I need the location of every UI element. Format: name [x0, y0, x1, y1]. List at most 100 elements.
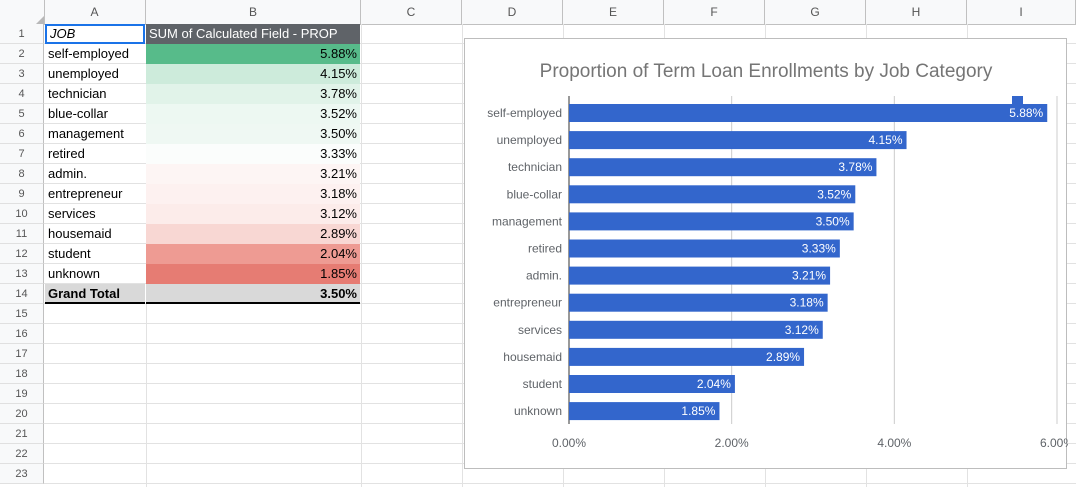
cell-job[interactable]: technician — [48, 86, 107, 101]
chart-canvas: Proportion of Term Loan Enrollments by J… — [487, 61, 1068, 450]
gridline-vertical — [462, 24, 463, 487]
row-header-2[interactable]: 2 — [0, 44, 44, 64]
row-header-12[interactable]: 12 — [0, 244, 44, 264]
category-label: management — [492, 214, 563, 228]
column-header-b[interactable]: B — [146, 0, 361, 24]
row-header-6[interactable]: 6 — [0, 124, 44, 144]
legend-swatch — [1012, 96, 1023, 107]
row-header-11[interactable]: 11 — [0, 224, 44, 244]
bar-data-label: 3.78% — [838, 160, 872, 174]
cell-grand-total-label[interactable]: Grand Total — [45, 284, 145, 304]
category-label: student — [523, 377, 563, 391]
row-header-15[interactable]: 15 — [0, 304, 44, 324]
row-header-1[interactable]: 1 — [0, 24, 44, 44]
cell-job[interactable]: management — [48, 126, 124, 141]
chart-bar — [569, 212, 854, 231]
row-header-8[interactable]: 8 — [0, 164, 44, 184]
row-header-4[interactable]: 4 — [0, 84, 44, 104]
row-header-9[interactable]: 9 — [0, 184, 44, 204]
chart-bar — [569, 293, 828, 312]
bar-data-label: 2.04% — [697, 377, 731, 391]
column-header-e[interactable]: E — [563, 0, 664, 24]
cell-job[interactable]: admin. — [48, 166, 88, 181]
chart-bar — [569, 320, 823, 339]
column-header-h[interactable]: H — [866, 0, 967, 24]
column-header-f[interactable]: F — [664, 0, 765, 24]
row-header-10[interactable]: 10 — [0, 204, 44, 224]
row-header-23[interactable]: 23 — [0, 464, 44, 484]
cell-grand-total-value[interactable]: 3.50% — [146, 284, 360, 304]
row-header-13[interactable]: 13 — [0, 264, 44, 284]
column-header-i[interactable]: I — [967, 0, 1076, 24]
row-header-14[interactable]: 14 — [0, 284, 44, 304]
row-header-22[interactable]: 22 — [0, 444, 44, 464]
bar-data-label: 3.12% — [785, 323, 819, 337]
category-label: unknown — [514, 404, 562, 418]
cell-prop-value[interactable]: 3.52% — [146, 104, 360, 124]
row-header-5[interactable]: 5 — [0, 104, 44, 124]
chart-bar — [569, 347, 805, 366]
row-header-17[interactable]: 17 — [0, 344, 44, 364]
gridline-horizontal — [44, 483, 1076, 484]
chart-bar — [569, 104, 1048, 122]
cell-job[interactable]: services — [48, 206, 96, 221]
cell-prop-value[interactable]: 3.21% — [146, 164, 360, 184]
cell-prop-value[interactable]: 2.89% — [146, 224, 360, 244]
bar-data-label: 2.89% — [766, 350, 800, 364]
bar-data-label: 1.85% — [681, 404, 715, 418]
column-header-a[interactable]: A — [44, 0, 146, 24]
category-label: retired — [528, 242, 562, 256]
row-header-16[interactable]: 16 — [0, 324, 44, 344]
chart-bar — [569, 131, 907, 150]
select-all-corner[interactable] — [0, 0, 45, 24]
bar-data-label: 5.88% — [1009, 106, 1043, 120]
bar-chart[interactable]: Proportion of Term Loan Enrollments by J… — [464, 38, 1068, 469]
row-header-21[interactable]: 21 — [0, 424, 44, 444]
cell-job[interactable]: self-employed — [48, 46, 129, 61]
cell-job[interactable]: unknown — [48, 266, 101, 281]
category-label: blue-collar — [507, 187, 562, 201]
bar-data-label: 3.33% — [802, 242, 836, 256]
chart-bar — [569, 239, 840, 258]
chart-bar — [569, 185, 856, 204]
row-header-20[interactable]: 20 — [0, 404, 44, 424]
cell-prop-value[interactable]: 2.04% — [146, 244, 360, 264]
chart-bar — [569, 375, 735, 393]
cell-b1-sum-header[interactable]: SUM of Calculated Field - PROP — [146, 24, 360, 44]
column-header-g[interactable]: G — [765, 0, 866, 24]
gridline-vertical — [361, 24, 362, 487]
cell-prop-value[interactable]: 5.88% — [146, 44, 360, 64]
cell-job[interactable]: blue-collar — [48, 106, 108, 121]
chart-bar — [569, 402, 720, 421]
cell-prop-value[interactable]: 3.50% — [146, 124, 360, 144]
row-header-3[interactable]: 3 — [0, 64, 44, 84]
cell-prop-value[interactable]: 4.15% — [146, 64, 360, 84]
chart-bar — [569, 266, 831, 285]
category-label: housemaid — [503, 350, 562, 364]
column-header-d[interactable]: D — [462, 0, 563, 24]
cell-job[interactable]: unemployed — [48, 66, 119, 81]
row-header-7[interactable]: 7 — [0, 144, 44, 164]
category-label: self-employed — [487, 106, 562, 120]
row-header-19[interactable]: 19 — [0, 384, 44, 404]
bar-data-label: 4.15% — [869, 133, 903, 147]
cell-prop-value[interactable]: 3.33% — [146, 144, 360, 164]
x-tick-label: 2.00% — [715, 436, 749, 450]
row-header-18[interactable]: 18 — [0, 364, 44, 384]
cell-job[interactable]: student — [48, 246, 91, 261]
cell-prop-value[interactable]: 1.85% — [146, 264, 360, 284]
x-tick-label: 0.00% — [552, 436, 586, 450]
cell-prop-value[interactable]: 3.78% — [146, 84, 360, 104]
cell-prop-value[interactable]: 3.12% — [146, 204, 360, 224]
bar-data-label: 3.52% — [817, 187, 851, 201]
cell-job[interactable]: housemaid — [48, 226, 112, 241]
cell-prop-value[interactable]: 3.18% — [146, 184, 360, 204]
bar-data-label: 3.21% — [792, 269, 826, 283]
category-label: services — [518, 323, 562, 337]
cell-job[interactable]: entrepreneur — [48, 186, 123, 201]
cell-job[interactable]: retired — [48, 146, 85, 161]
column-header-c[interactable]: C — [361, 0, 462, 24]
cell-a1-job-header[interactable]: JOB — [45, 24, 145, 44]
bar-data-label: 3.18% — [790, 296, 824, 310]
